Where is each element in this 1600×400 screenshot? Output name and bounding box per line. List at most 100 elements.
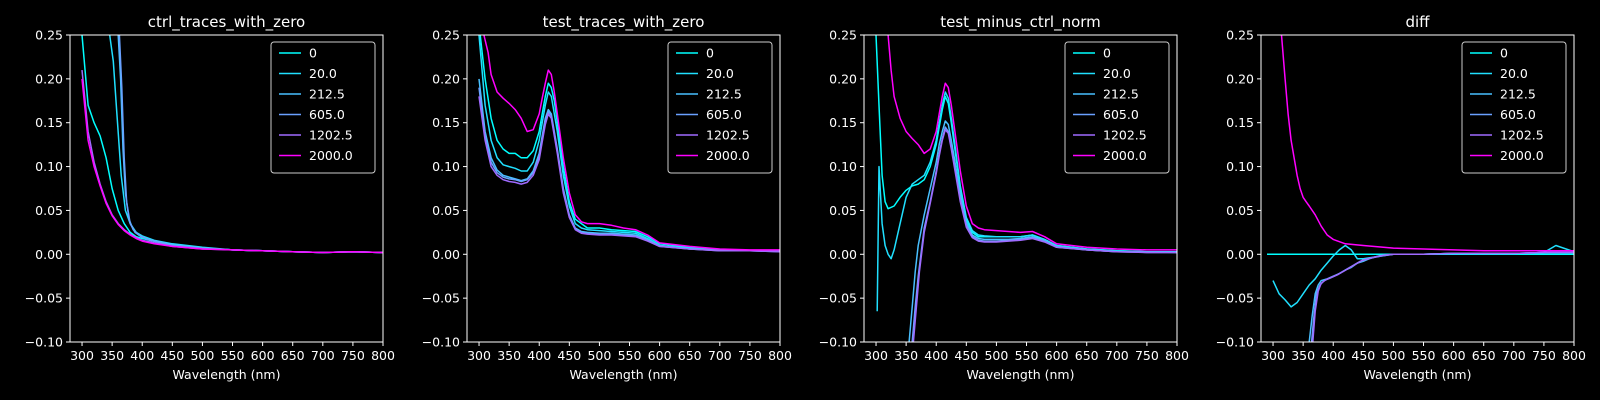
x-tick-label: 300: [864, 348, 888, 363]
x-tick-label: 350: [1291, 348, 1315, 363]
legend-label: 212.5: [706, 87, 742, 102]
x-tick-label: 400: [527, 348, 551, 363]
y-tick-label: −0.10: [819, 335, 857, 350]
x-tick-label: 550: [1015, 348, 1039, 363]
x-tick-label: 800: [371, 348, 395, 363]
y-tick-label: 0.05: [829, 203, 857, 218]
legend-label: 20.0: [706, 66, 734, 81]
y-tick-label: 0.10: [1226, 159, 1254, 174]
legend-label: 2000.0: [1103, 148, 1147, 163]
x-tick-label: 500: [190, 348, 214, 363]
y-tick-label: 0.00: [829, 247, 857, 262]
y-tick-label: 0.25: [1226, 28, 1254, 43]
axes-frame: [69, 34, 384, 343]
chart-title: diff: [1405, 13, 1430, 31]
series-line-20-0: [478, 35, 780, 252]
series-line-0: [479, 35, 780, 252]
legend-label: 212.5: [309, 87, 345, 102]
legend: 0 20.0 212.5 605.0 1202.5 2000.0: [270, 41, 376, 174]
x-axis-label: Wavelength (nm): [1364, 367, 1472, 382]
x-tick-label: 550: [221, 348, 245, 363]
x-tick-label: 600: [648, 348, 672, 363]
y-tick-label: 0.00: [35, 247, 63, 262]
x-tick-label: 800: [1165, 348, 1189, 363]
y-tick-label: −0.05: [819, 291, 857, 306]
legend-label: 1202.5: [706, 128, 750, 143]
x-tick-label: 700: [1105, 348, 1129, 363]
legend-label: 1202.5: [309, 128, 353, 143]
series-line-2000-0: [1280, 35, 1574, 252]
x-tick-label: 650: [1472, 348, 1496, 363]
legend-label: 20.0: [1103, 66, 1131, 81]
legend-label: 20.0: [309, 66, 337, 81]
legend-label: 1202.5: [1500, 128, 1544, 143]
legend-label: 605.0: [309, 107, 345, 122]
y-tick-label: −0.05: [1216, 291, 1254, 306]
legend-box: [667, 41, 773, 174]
y-tick-label: 0.10: [432, 159, 460, 174]
series-lines: [478, 35, 780, 253]
legend-label: 0: [1500, 46, 1508, 61]
x-tick-label: 450: [160, 348, 184, 363]
y-tick-label: 0.10: [35, 159, 63, 174]
chart-panel-2: 300 350 400 450 500 550 600 650 700 750 800 −0.10 −0…: [422, 13, 792, 382]
y-tick-label: −0.10: [1216, 335, 1254, 350]
legend-label: 2000.0: [706, 148, 750, 163]
series-lines: [1267, 35, 1574, 342]
legend-label: 1202.5: [1103, 128, 1147, 143]
series-line-2000-0: [887, 35, 1177, 251]
series-line-1202-5: [912, 128, 1177, 342]
x-tick-label: 400: [1321, 348, 1345, 363]
y-tick-label: 0.15: [829, 115, 857, 130]
series-lines: [875, 35, 1177, 342]
y-tick-label: 0.05: [35, 203, 63, 218]
chart-panel-4: 300 350 400 450 500 550 600 650 700 750 800 −0.10 −0…: [1216, 13, 1586, 382]
series-line-1202-5: [1312, 251, 1574, 342]
axes-frame: [1260, 34, 1575, 343]
x-tick-label: 700: [708, 348, 732, 363]
legend-label: 605.0: [1500, 107, 1536, 122]
x-tick-label: 350: [497, 348, 521, 363]
legend-label: 212.5: [1500, 87, 1536, 102]
x-tick-label: 750: [738, 348, 762, 363]
legend-box: [270, 41, 376, 174]
legend-label: 0: [1103, 46, 1111, 61]
x-tick-label: 650: [1075, 348, 1099, 363]
x-tick-label: 650: [678, 348, 702, 363]
y-tick-label: 0.15: [432, 115, 460, 130]
x-axis-label: Wavelength (nm): [570, 367, 678, 382]
y-tick-label: −0.05: [25, 291, 63, 306]
series-line-2000-0: [483, 35, 780, 251]
legend-label: 605.0: [706, 107, 742, 122]
y-tick-label: 0.10: [829, 159, 857, 174]
x-tick-label: 800: [1562, 348, 1586, 363]
series-line-1202-5: [478, 96, 780, 253]
x-tick-label: 350: [894, 348, 918, 363]
legend-box: [1064, 41, 1170, 174]
x-tick-label: 450: [557, 348, 581, 363]
y-tick-label: −0.05: [422, 291, 460, 306]
x-axis-label: Wavelength (nm): [173, 367, 281, 382]
legend-label: 0: [309, 46, 317, 61]
y-tick-label: 0.00: [1226, 247, 1254, 262]
x-tick-label: 450: [1351, 348, 1375, 363]
x-tick-label: 600: [251, 348, 275, 363]
series-line-20-0: [876, 91, 1177, 312]
y-tick-label: 0.20: [35, 71, 63, 86]
x-tick-label: 750: [341, 348, 365, 363]
x-tick-label: 500: [1381, 348, 1405, 363]
series-line-212-5: [908, 120, 1177, 342]
legend: 0 20.0 212.5 605.0 1202.5 2000.0: [1064, 41, 1170, 174]
x-tick-label: 550: [618, 348, 642, 363]
legend-label: 605.0: [1103, 107, 1139, 122]
x-tick-label: 400: [130, 348, 154, 363]
x-tick-label: 800: [768, 348, 792, 363]
legend: 0 20.0 212.5 605.0 1202.5 2000.0: [667, 41, 773, 174]
x-tick-label: 300: [467, 348, 491, 363]
legend-label: 0: [706, 46, 714, 61]
legend-label: 2000.0: [1500, 148, 1544, 163]
x-tick-label: 600: [1442, 348, 1466, 363]
x-tick-label: 700: [311, 348, 335, 363]
chart-panel-3: 300 350 400 450 500 550 600 650 700 750 800 −0.10 −0…: [819, 13, 1189, 382]
